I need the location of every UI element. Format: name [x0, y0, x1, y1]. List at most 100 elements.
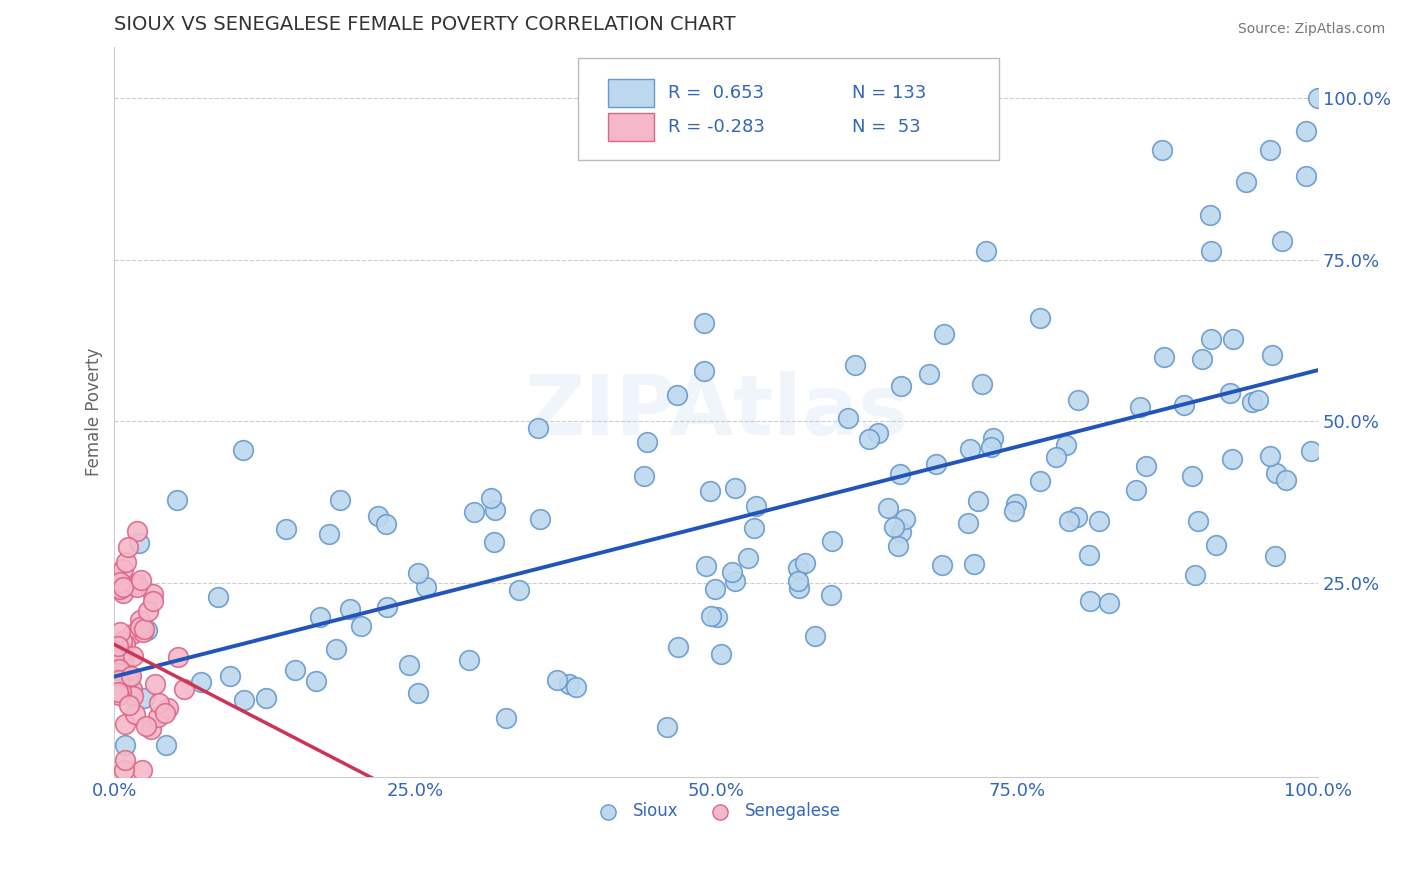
Point: [1066, 510, 1088, 524]
Point: [108, 575, 131, 590]
Point: [1184, 567, 1206, 582]
Point: [745, 499, 768, 513]
Point: [207, 590, 229, 604]
Point: [155, 738, 177, 752]
Point: [565, 680, 588, 694]
Point: [232, 693, 254, 707]
Point: [108, 689, 131, 703]
Point: [1222, 332, 1244, 346]
Point: [135, 719, 157, 733]
Point: [1098, 596, 1121, 610]
Point: [219, 669, 242, 683]
Point: [146, 710, 169, 724]
Point: [967, 494, 990, 508]
Point: [636, 434, 658, 449]
Point: [107, 684, 129, 698]
Point: [318, 526, 340, 541]
Point: [129, 620, 152, 634]
Point: [132, 625, 155, 640]
Point: [114, 738, 136, 752]
Point: [889, 467, 911, 481]
Point: [309, 610, 332, 624]
Point: [458, 653, 481, 667]
Point: [117, 672, 139, 686]
Point: [1271, 234, 1294, 248]
Point: [980, 440, 1002, 454]
Legend: Sioux, Senegalese: Sioux, Senegalese: [585, 796, 848, 827]
Point: [1264, 466, 1286, 480]
Point: [121, 689, 143, 703]
Point: [703, 582, 725, 596]
Point: [925, 457, 948, 471]
Point: [339, 602, 361, 616]
Point: [124, 706, 146, 721]
Point: [232, 442, 254, 457]
Point: [325, 642, 347, 657]
Point: [153, 706, 176, 721]
Point: [972, 377, 994, 392]
Point: [1067, 393, 1090, 408]
Point: [1187, 514, 1209, 528]
Point: [127, 524, 149, 538]
Point: [120, 669, 142, 683]
Point: [1275, 473, 1298, 487]
Point: [557, 677, 579, 691]
Point: [1029, 310, 1052, 325]
Point: [108, 673, 131, 687]
Point: [1153, 350, 1175, 364]
Point: [142, 594, 165, 608]
FancyBboxPatch shape: [578, 58, 1000, 160]
Point: [721, 565, 744, 579]
Point: [803, 629, 825, 643]
Point: [129, 574, 152, 588]
Point: [737, 551, 759, 566]
Point: [131, 764, 153, 778]
Point: [1299, 444, 1322, 458]
Point: [112, 648, 135, 663]
Point: [633, 469, 655, 483]
Point: [284, 664, 307, 678]
Point: [406, 566, 429, 580]
Point: [135, 624, 157, 638]
Point: [706, 610, 728, 624]
Point: [108, 647, 131, 661]
Point: [1088, 514, 1111, 528]
Point: [329, 492, 352, 507]
Point: [1078, 594, 1101, 608]
Point: [887, 540, 910, 554]
Point: [107, 639, 129, 653]
Point: [1199, 333, 1222, 347]
Point: [108, 662, 131, 676]
Point: [166, 493, 188, 508]
Point: [1295, 123, 1317, 137]
Point: [122, 649, 145, 664]
Point: [114, 753, 136, 767]
Point: [508, 582, 530, 597]
Point: [1258, 143, 1281, 157]
Point: [190, 674, 212, 689]
Point: [112, 764, 135, 778]
Point: [1173, 398, 1195, 412]
Point: [692, 364, 714, 378]
Point: [699, 483, 721, 498]
Text: Source: ZipAtlas.com: Source: ZipAtlas.com: [1237, 22, 1385, 37]
Point: [963, 558, 986, 572]
Point: [117, 541, 139, 555]
Point: [1247, 393, 1270, 408]
Point: [1205, 538, 1227, 552]
Point: [148, 696, 170, 710]
Point: [820, 589, 842, 603]
Point: [866, 425, 889, 440]
Point: [107, 658, 129, 673]
Point: [1135, 458, 1157, 473]
Point: [305, 673, 328, 688]
Point: [1234, 175, 1257, 189]
Point: [1264, 549, 1286, 564]
Point: [1219, 385, 1241, 400]
Point: [526, 421, 548, 435]
Point: [710, 647, 733, 661]
Point: [858, 432, 880, 446]
Text: N = 133: N = 133: [852, 84, 927, 102]
Point: [546, 673, 568, 688]
Bar: [607, 78, 654, 106]
